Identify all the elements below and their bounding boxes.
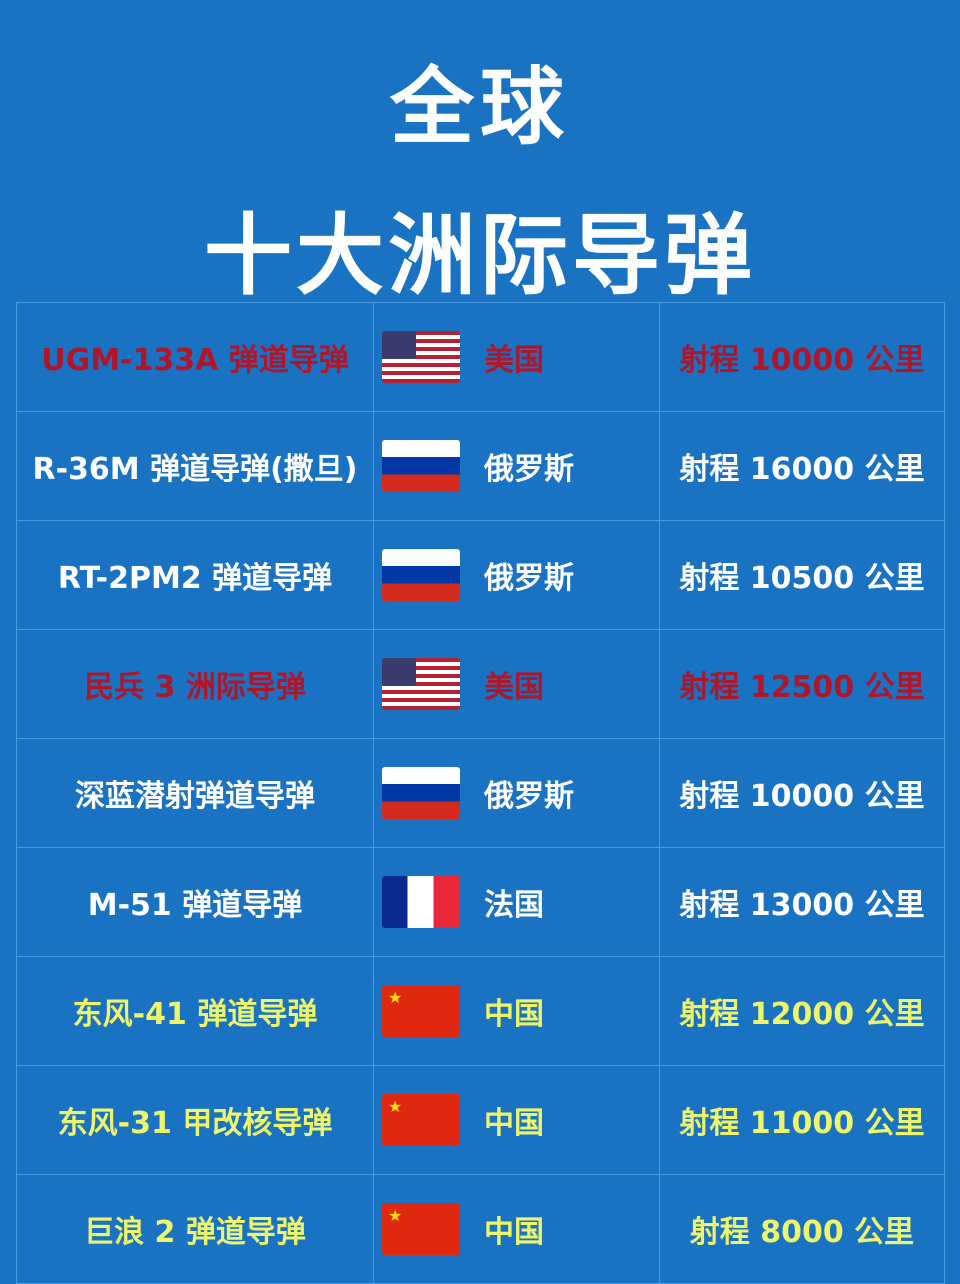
country-name: 俄罗斯 [484,779,574,814]
country-name: 美国 [484,343,544,378]
missile-range: 射程 12500 公里 [659,629,945,739]
missile-range: 射程 11000 公里 [659,1065,945,1175]
ru-flag-icon [382,767,460,819]
country-name: 俄罗斯 [484,452,574,487]
missile-range: 射程 8000 公里 [659,1174,945,1284]
missile-name: 民兵 3 洲际导弹 [16,629,374,739]
country-name: 中国 [484,1215,544,1250]
country-name: 中国 [484,1106,544,1141]
fr-flag-icon [382,876,460,928]
us-flag-icon [382,658,460,710]
cn-flag-icon: ★ [382,1203,460,1255]
table-row: 民兵 3 洲际导弹 美国 射程 12500 公里 [16,629,945,739]
title-line-2: 十大洲际导弹 [203,204,756,307]
table-row: 巨浪 2 弹道导弹 ★ 中国 射程 8000 公里 [16,1174,945,1284]
missile-range: 射程 10000 公里 [659,738,945,848]
missile-table: UGM-133A 弹道导弹 美国 射程 10000 公里 R-36M 弹道导弹(撒旦)… [16,302,945,1284]
table-row: M-51 弹道导弹 法国 射程 13000 公里 [16,847,945,957]
us-flag-icon [382,331,460,383]
title-line-1: 全球 [389,58,570,156]
table-row: 深蓝潜射弹道导弹 俄罗斯 射程 10000 公里 [16,738,945,848]
ru-flag-icon [382,549,460,601]
missile-name: M-51 弹道导弹 [16,847,374,957]
missile-name: 巨浪 2 弹道导弹 [16,1174,374,1284]
country-name: 俄罗斯 [484,561,574,596]
table-row: RT-2PM2 弹道导弹 俄罗斯 射程 10500 公里 [16,520,945,630]
country-name: 法国 [484,888,544,923]
missile-range: 射程 12000 公里 [659,956,945,1066]
country-name: 美国 [484,670,544,705]
cn-flag-icon: ★ [382,1094,460,1146]
table-row: R-36M 弹道导弹(撒旦) 俄罗斯 射程 16000 公里 [16,411,945,521]
ru-flag-icon [382,440,460,492]
country-name: 中国 [484,997,544,1032]
table-row: 东风-31 甲改核导弹 ★ 中国 射程 11000 公里 [16,1065,945,1175]
missile-name: RT-2PM2 弹道导弹 [16,520,374,630]
cn-flag-icon: ★ [382,985,460,1037]
missile-range: 射程 16000 公里 [659,411,945,521]
missile-name: R-36M 弹道导弹(撒旦) [16,411,374,521]
missile-range: 射程 10000 公里 [659,302,945,412]
missile-name: 东风-41 弹道导弹 [16,956,374,1066]
missile-name: 东风-31 甲改核导弹 [16,1065,374,1175]
missile-range: 射程 10500 公里 [659,520,945,630]
missile-range: 射程 13000 公里 [659,847,945,957]
table-row: 东风-41 弹道导弹 ★ 中国 射程 12000 公里 [16,956,945,1066]
table-row: UGM-133A 弹道导弹 美国 射程 10000 公里 [16,302,945,412]
missile-name: UGM-133A 弹道导弹 [16,302,374,412]
missile-name: 深蓝潜射弹道导弹 [16,738,374,848]
